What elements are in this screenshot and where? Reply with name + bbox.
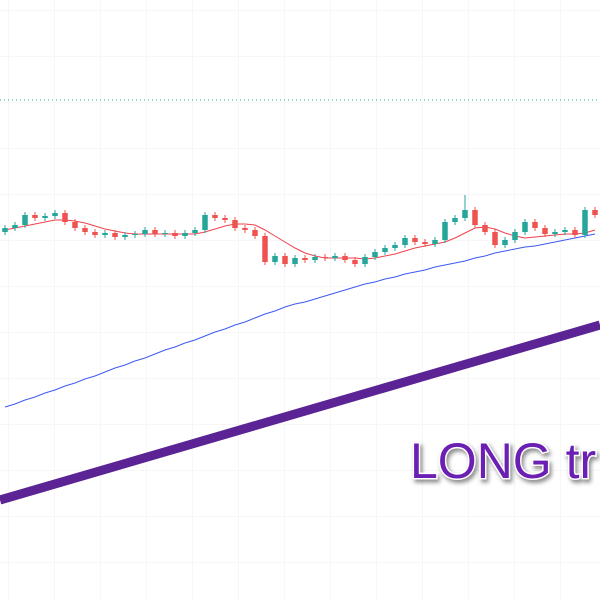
candle-body [182,233,188,236]
trendline [0,320,600,505]
candle-body [42,216,48,218]
candle-body [252,230,258,236]
candle-body [272,256,278,262]
candle-body [292,258,298,264]
candle-body [172,233,178,236]
candle-body [22,215,28,225]
candle-body [532,222,538,228]
candle-body [202,215,208,230]
candle-body [402,238,408,245]
candle-body [462,210,468,218]
candle-body [242,228,248,230]
candle-body [442,222,448,240]
candle-body [102,233,108,235]
annotation-text: LONG tr [410,433,596,489]
candle-body [372,252,378,257]
candle-body [312,257,318,260]
candle-body [192,230,198,233]
candle-body [122,235,128,237]
candle-body [212,215,218,218]
candle-body [502,240,508,245]
candle-body [282,256,288,264]
candle-body [322,257,328,258]
candle-body [2,228,8,232]
candle-body [522,222,528,232]
candle-body [452,218,458,222]
candle-body [552,232,558,234]
candle-body [422,242,428,244]
candle-body [12,225,18,228]
candle-body [152,230,158,234]
candle-body [112,233,118,237]
candle-body [592,210,598,215]
candle-body [232,220,238,228]
candle-body [72,222,78,228]
candle-body [472,210,478,225]
candle-body [482,225,488,232]
candle-body [392,245,398,248]
candle-body [302,258,308,260]
candle-body [352,260,358,264]
candle-body [432,240,438,244]
moving-average-line [4,233,596,408]
candle-body [562,230,568,232]
candle-body [132,234,138,235]
candle-body [382,248,388,252]
candle-body [82,228,88,232]
candle-body [332,256,338,258]
candle-body [32,215,38,218]
candle-body [262,236,268,262]
moving-average-line [4,219,596,260]
candle-body [342,256,348,260]
candle-body [222,218,228,220]
candle-body [162,233,168,234]
candle-body [542,228,548,234]
candle-body [142,230,148,234]
candle-body [412,238,418,242]
candle-body [582,210,588,235]
candle-body [92,232,98,235]
candle-body [62,213,68,222]
candle-body [362,257,368,264]
candle-body [492,232,498,245]
candle-body [572,230,578,235]
candle-body [52,213,58,216]
candle-body [512,232,518,240]
